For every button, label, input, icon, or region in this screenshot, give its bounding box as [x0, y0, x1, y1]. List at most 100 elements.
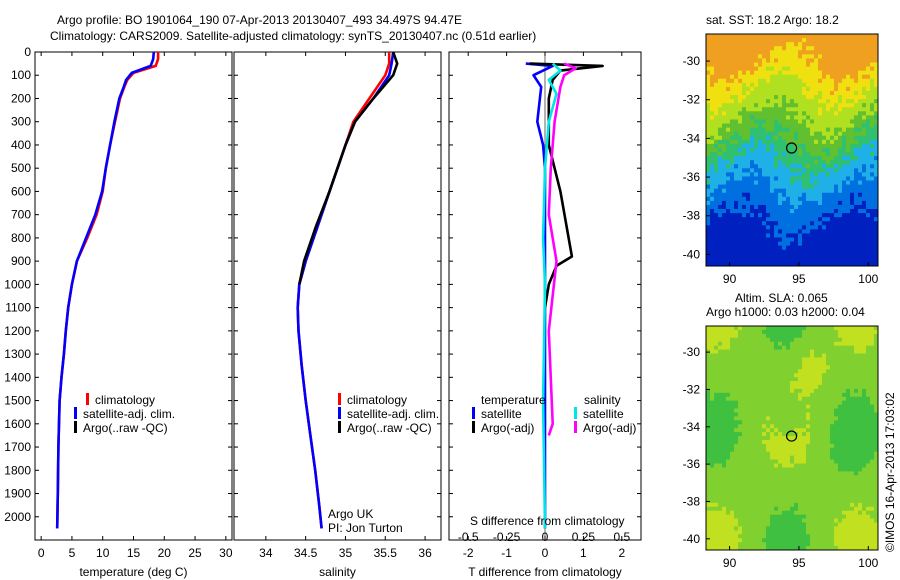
map-cell	[874, 139, 879, 145]
map-cell	[762, 152, 767, 157]
map-cell	[810, 471, 815, 476]
map-cell	[782, 46, 787, 51]
map-cell	[850, 38, 855, 43]
x-axis-label: temperature (deg C)	[79, 565, 187, 579]
map-cell	[802, 436, 807, 441]
map-cell	[794, 58, 799, 63]
map-cell	[722, 416, 727, 421]
map-cell	[762, 156, 767, 161]
map-cell	[718, 34, 723, 39]
map-cell	[806, 337, 811, 343]
map-cell	[782, 361, 787, 366]
map-cell	[842, 373, 847, 378]
map-cell	[826, 152, 831, 157]
map-cell	[718, 74, 723, 80]
map-cell	[802, 479, 807, 484]
map-cell	[706, 70, 711, 76]
map-cell	[730, 432, 735, 437]
map-cell	[838, 333, 843, 339]
map-cell	[810, 416, 815, 421]
map-cell	[758, 168, 763, 173]
map-cell	[866, 74, 871, 80]
map-cell	[806, 82, 811, 88]
map-cell	[730, 392, 735, 398]
map-cell	[710, 107, 715, 112]
map-cell	[782, 200, 787, 206]
map-cell	[826, 329, 831, 335]
map-cell	[838, 377, 843, 382]
map-cell	[710, 78, 715, 84]
map-cell	[854, 424, 859, 429]
map-cell	[766, 451, 771, 457]
map-cell	[722, 176, 727, 181]
map-cell	[822, 404, 827, 409]
map-cell	[854, 404, 859, 409]
map-cell	[798, 249, 803, 255]
map-cell	[706, 233, 711, 238]
map-cell	[794, 530, 799, 535]
map-cell	[830, 90, 835, 96]
map-cell	[734, 233, 739, 238]
map-cell	[738, 209, 743, 214]
map-cell	[826, 131, 831, 137]
map-cell	[778, 404, 783, 409]
map-cell	[850, 46, 855, 51]
map-cell	[738, 204, 743, 210]
map-cell	[706, 34, 711, 39]
map-cell	[722, 66, 727, 72]
map-cell	[798, 459, 803, 464]
map-cell	[842, 34, 847, 39]
map-cell	[742, 147, 747, 153]
map-cell	[730, 70, 735, 76]
map-cell	[714, 54, 719, 59]
map-cell	[718, 506, 723, 512]
map-cell	[798, 443, 803, 449]
map-cell	[838, 420, 843, 425]
map-cell	[822, 192, 827, 198]
map-cell	[838, 213, 843, 218]
map-cell	[718, 192, 723, 198]
map-cell	[790, 357, 795, 362]
map-cell	[766, 345, 771, 350]
map-cell	[874, 82, 879, 88]
map-cell	[778, 95, 783, 100]
map-cell	[814, 119, 819, 124]
map-cell	[714, 196, 719, 202]
map-cell	[734, 119, 739, 124]
map-cell	[850, 213, 855, 218]
map-cell	[738, 388, 743, 394]
map-cell	[782, 463, 787, 468]
map-cell	[794, 416, 799, 421]
map-cell	[766, 443, 771, 449]
map-cell	[742, 237, 747, 242]
map-cell	[714, 530, 719, 535]
map-cell	[738, 518, 743, 523]
map-cell	[862, 147, 867, 153]
map-cell	[798, 436, 803, 441]
map-cell	[814, 408, 819, 413]
map-cell	[786, 353, 791, 358]
map-cell	[866, 107, 871, 112]
map-cell	[722, 404, 727, 409]
map-cell	[726, 95, 731, 100]
map-cell	[790, 341, 795, 347]
map-cell	[778, 217, 783, 222]
y-tick-label: 1400	[4, 370, 31, 384]
map-cell	[738, 526, 743, 531]
map-cell	[838, 192, 843, 198]
map-cell	[866, 217, 871, 222]
map-cell	[822, 341, 827, 347]
map-cell	[834, 388, 839, 394]
map-cell	[754, 416, 759, 421]
map-cell	[742, 180, 747, 185]
map-cell	[786, 373, 791, 378]
map-cell	[798, 261, 803, 267]
map-cell	[770, 143, 775, 149]
map-cell	[706, 463, 711, 468]
map-cell	[794, 50, 799, 55]
map-cell	[754, 349, 759, 354]
map-cell	[710, 412, 715, 417]
map-cell	[858, 176, 863, 181]
map-cell	[870, 139, 875, 145]
legend-title-temperature: temperature	[481, 393, 546, 407]
